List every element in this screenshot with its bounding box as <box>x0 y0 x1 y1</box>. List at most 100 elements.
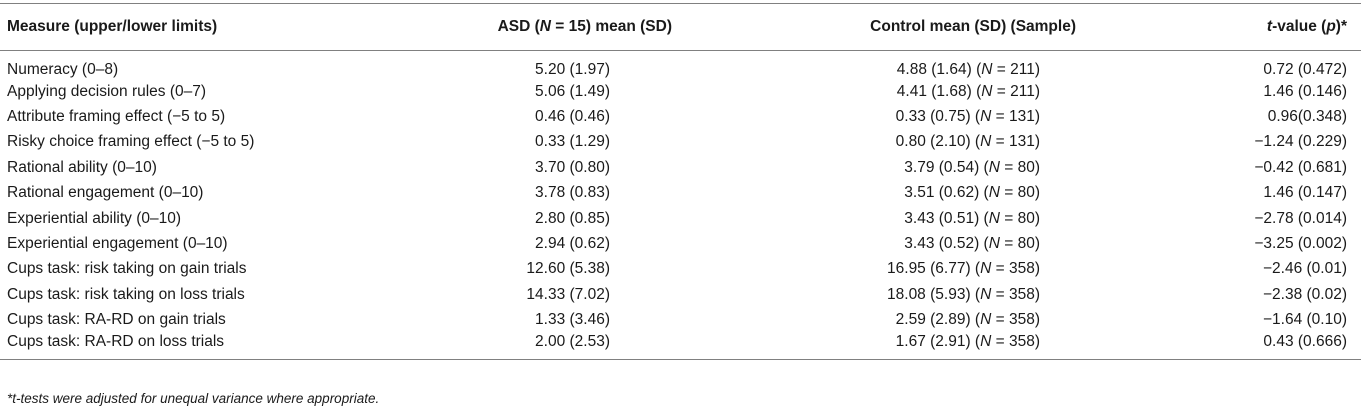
sample-n: 80 <box>1017 184 1035 202</box>
sample-close: ) <box>1034 184 1040 202</box>
cell-asd: 3.78 (0.83) <box>535 184 610 202</box>
table-row: Cups task: RA-RD on gain trials 1.33 (3.4… <box>0 308 1361 333</box>
sample-close: ) <box>1034 158 1040 176</box>
cell-t-value: 0.72 (0.472) <box>1263 61 1347 78</box>
sample-n-letter: N <box>988 158 1000 176</box>
sample-eq: = <box>992 61 1011 78</box>
cell-asd: 2.80 (0.85) <box>535 209 610 227</box>
sample-n: 358 <box>1008 260 1035 278</box>
sample-n-letter: N <box>981 61 993 78</box>
cell-asd: 3.70 (0.80) <box>535 158 610 176</box>
sample-close: ) <box>1034 82 1040 100</box>
cell-measure: Rational engagement (0–10) <box>7 184 204 202</box>
sample-n-letter: N <box>980 108 992 126</box>
sample-n-letter: N <box>980 260 992 278</box>
control-mean: 3.43 (0.52) ( <box>904 235 989 253</box>
header-measure: Measure (upper/lower limits) <box>0 3 390 51</box>
sample-n-letter: N <box>988 184 1000 202</box>
sample-n: 358 <box>1008 311 1035 329</box>
cell-t-value: −3.25 (0.002) <box>1254 235 1347 253</box>
control-mean: 16.95 (6.77) ( <box>887 260 981 278</box>
sample-close: ) <box>1034 133 1040 151</box>
cell-control: 1.67 (2.91) (N = 358) <box>692 332 1103 360</box>
cell-t-value: 1.46 (0.147) <box>1263 184 1347 202</box>
cell-control: 16.95 (6.77) (N = 358) <box>692 257 1103 282</box>
control-mean: 3.43 (0.51) ( <box>904 209 989 227</box>
cell-control: 0.80 (2.10) (N = 131) <box>692 130 1103 155</box>
sample-close: ) <box>1034 260 1040 278</box>
table-footnote: *t-tests were adjusted for unequal varia… <box>7 391 380 406</box>
control-mean: 0.80 (2.10) ( <box>895 133 981 151</box>
cell-control: 0.33 (0.75) (N = 131) <box>692 104 1103 129</box>
table-row: Experiential ability (0–10) 2.80 (0.85) 3.… <box>0 206 1361 231</box>
cell-measure: Numeracy (0–8) <box>7 61 119 78</box>
control-mean: 4.41 (1.68) ( <box>896 82 982 100</box>
sample-close: ) <box>1034 285 1040 303</box>
cell-control: 18.08 (5.93) (N = 358) <box>692 282 1103 307</box>
control-mean: 18.08 (5.93) ( <box>887 285 981 303</box>
cell-measure: Cups task: RA-RD on gain trials <box>7 311 226 329</box>
sample-n: 131 <box>1008 133 1035 151</box>
cell-t-value: 0.96(0.348) <box>1267 108 1347 126</box>
cell-asd: 14.33 (7.02) <box>526 285 610 303</box>
control-mean: 2.59 (2.89) ( <box>895 311 981 329</box>
table-row: Risky choice framing effect (−5 to 5) 0.3… <box>0 130 1361 155</box>
cell-t-value: −1.64 (0.10) <box>1262 311 1347 329</box>
sample-n: 211 <box>1010 61 1035 78</box>
header-control: Control mean (SD) (Sample) <box>692 3 1103 51</box>
control-mean: 3.51 (0.62) ( <box>904 184 989 202</box>
cell-t-value: −0.42 (0.681) <box>1254 158 1347 176</box>
cell-t-value: 0.43 (0.666) <box>1103 332 1361 360</box>
table-row: Rational ability (0–10) 3.70 (0.80) 3.79 (… <box>0 155 1361 180</box>
cell-measure: Rational ability (0–10) <box>7 158 157 176</box>
sample-eq: = <box>991 332 1009 350</box>
cell-t-value: −1.24 (0.229) <box>1254 133 1347 151</box>
cell-measure: Risky choice framing effect (−5 to 5) <box>7 133 255 151</box>
table-row: Cups task: risk taking on gain trials 12.… <box>0 257 1361 282</box>
sample-close: ) <box>1034 108 1040 126</box>
cell-measure: Applying decision rules (0–7) <box>7 82 207 100</box>
cell-t-value: −2.78 (0.014) <box>1254 209 1347 227</box>
cell-control: 2.59 (2.89) (N = 358) <box>692 308 1103 333</box>
header-asd: ASD (N = 15) mean (SD) <box>390 3 692 51</box>
sample-close: ) <box>1034 311 1040 329</box>
cell-asd: 0.33 (1.29) <box>535 133 610 151</box>
control-mean: 0.33 (0.75) ( <box>895 108 981 126</box>
cell-control: 3.43 (0.51) (N = 80) <box>692 206 1103 231</box>
sample-eq: = <box>992 82 1011 100</box>
table-row: Experiential engagement (0–10) 2.94 (0.62… <box>0 231 1361 256</box>
sample-eq: = <box>999 235 1018 253</box>
sample-n-letter: N <box>980 285 992 303</box>
control-mean: 3.79 (0.54) ( <box>904 158 989 176</box>
cell-measure: Cups task: risk taking on loss trials <box>7 285 245 303</box>
sample-eq: = <box>991 260 1009 278</box>
cell-asd: 2.00 (2.53) <box>390 332 692 360</box>
sample-eq: = <box>999 209 1018 227</box>
cell-measure: Experiential ability (0–10) <box>7 209 182 227</box>
cell-asd: 5.20 (1.97) <box>535 61 610 78</box>
header-row: Measure (upper/lower limits) ASD (N = 15… <box>0 3 1361 51</box>
sample-n: 358 <box>1008 332 1035 350</box>
table-row: Numeracy (0–8) 5.20 (1.97) 4.88 (1.64) (N … <box>0 51 1361 80</box>
control-mean: 1.67 (2.91) ( <box>895 332 981 350</box>
table-row: Cups task: RA-RD on loss trials 2.00 (2.5… <box>0 332 1361 360</box>
control-mean: 4.88 (1.64) ( <box>896 61 982 78</box>
cell-t-value: −2.46 (0.01) <box>1262 260 1347 278</box>
sample-close: ) <box>1034 332 1040 350</box>
sample-eq: = <box>999 184 1018 202</box>
cell-asd: 2.94 (0.62) <box>535 235 610 253</box>
sample-n: 80 <box>1017 158 1035 176</box>
sample-n: 358 <box>1008 285 1035 303</box>
sample-close: ) <box>1034 61 1040 78</box>
sample-eq: = <box>991 133 1009 151</box>
sample-n-letter: N <box>988 235 1000 253</box>
cell-measure: Cups task: RA-RD on loss trials <box>0 332 390 360</box>
sample-n-letter: N <box>981 82 993 100</box>
sample-eq: = <box>999 158 1018 176</box>
table-row: Rational engagement (0–10) 3.78 (0.83) 3.5… <box>0 181 1361 206</box>
sample-n: 211 <box>1010 82 1035 100</box>
sample-n-letter: N <box>980 311 992 329</box>
cell-asd: 5.06 (1.49) <box>535 82 610 100</box>
cell-t-value: 1.46 (0.146) <box>1263 82 1347 100</box>
